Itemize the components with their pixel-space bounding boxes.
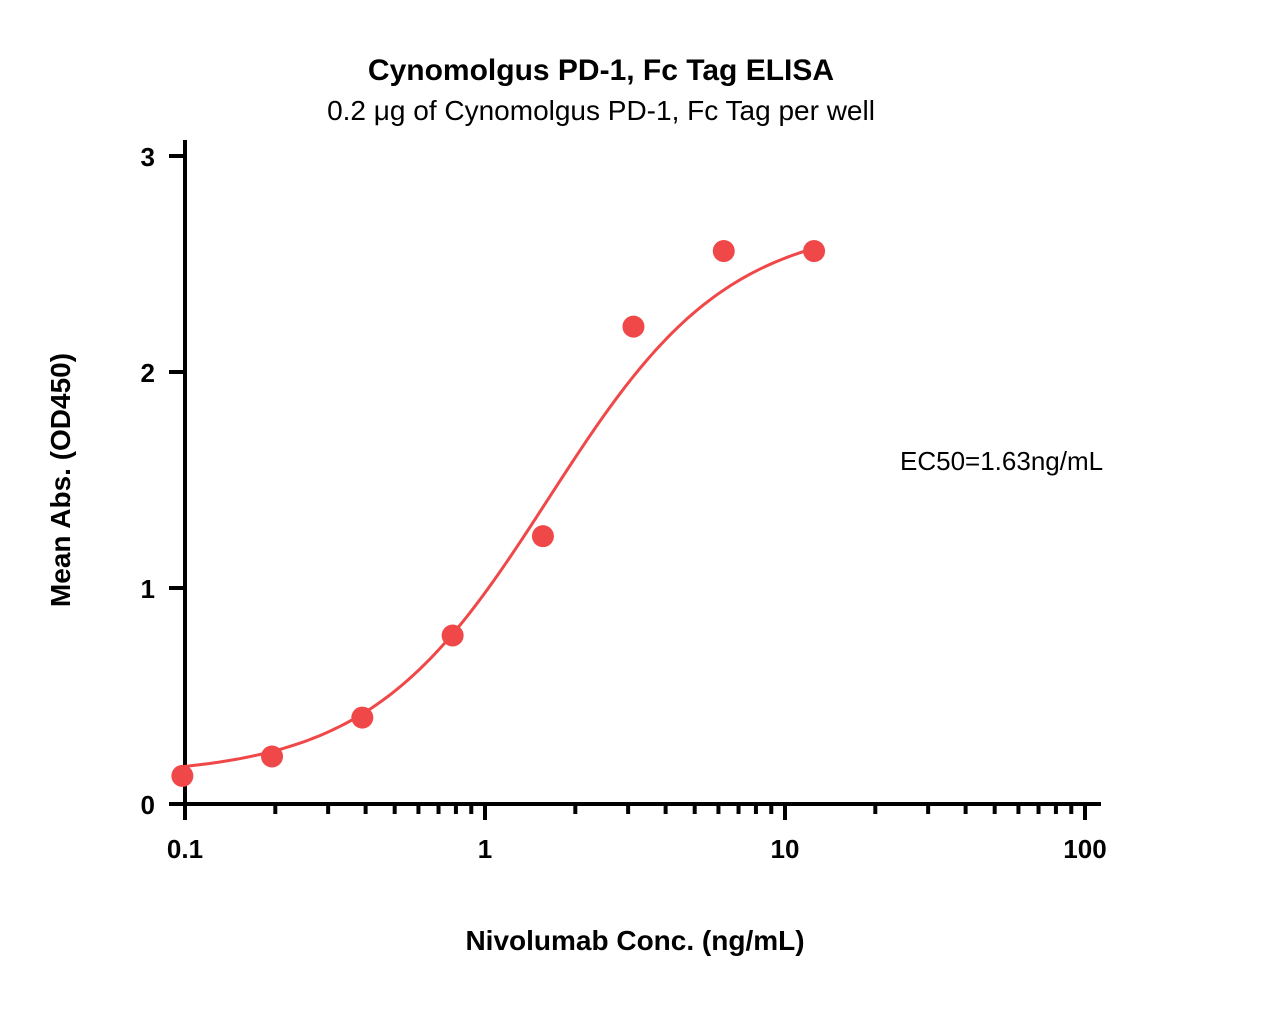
x-tick-label: 100 — [1063, 834, 1106, 864]
chart-title: Cynomolgus PD-1, Fc Tag ELISA — [368, 54, 834, 87]
data-points — [171, 240, 825, 787]
fit-curve — [182, 248, 814, 766]
data-point — [622, 316, 644, 338]
x-tick-label: 0.1 — [167, 834, 203, 864]
data-point — [351, 707, 373, 729]
data-point — [261, 745, 283, 767]
data-point — [713, 240, 735, 262]
y-axis-major-ticks: 0 1 2 3 — [141, 142, 185, 820]
data-point — [803, 240, 825, 262]
data-point — [532, 525, 554, 547]
y-tick-label: 2 — [141, 358, 155, 388]
chart-container: Cynomolgus PD-1, Fc Tag ELISA 0.2 μg of … — [0, 0, 1283, 1032]
y-tick-label: 3 — [141, 142, 155, 172]
x-axis-label: Nivolumab Conc. (ng/mL) — [465, 925, 804, 956]
y-tick-label: 0 — [141, 790, 155, 820]
data-point — [171, 765, 193, 787]
elisa-chart: Cynomolgus PD-1, Fc Tag ELISA 0.2 μg of … — [0, 0, 1283, 1032]
y-tick-label: 1 — [141, 574, 155, 604]
x-tick-label: 1 — [478, 834, 492, 864]
ec50-annotation: EC50=1.63ng/mL — [900, 446, 1103, 476]
y-axis-label: Mean Abs. (OD450) — [45, 353, 76, 607]
data-point — [442, 625, 464, 647]
chart-subtitle: 0.2 μg of Cynomolgus PD-1, Fc Tag per we… — [327, 95, 875, 126]
x-tick-label: 10 — [771, 834, 800, 864]
